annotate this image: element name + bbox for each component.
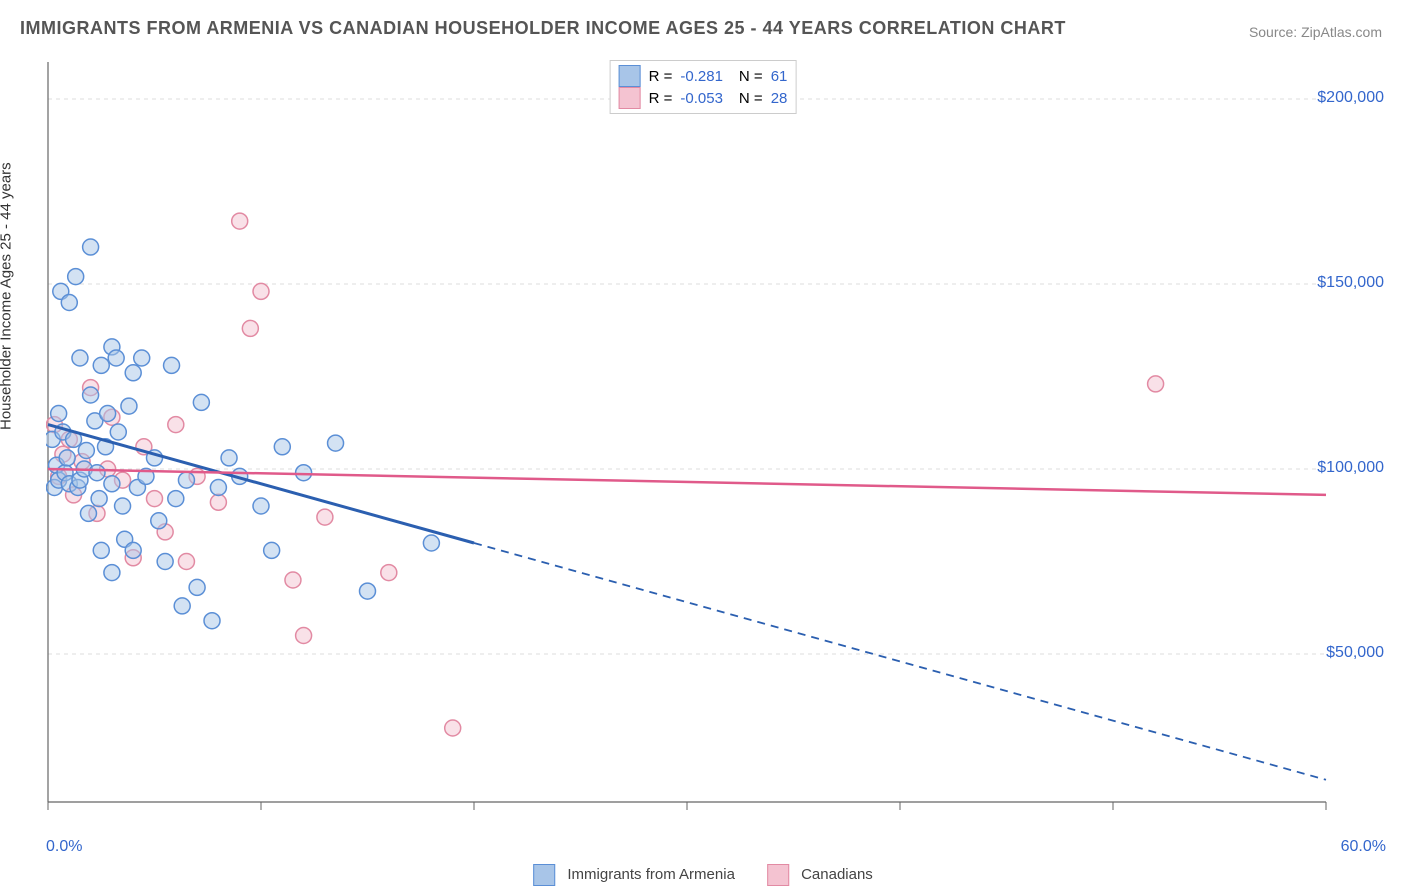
y-tick-label: $150,000: [1317, 274, 1384, 292]
swatch-canadians-icon: [767, 864, 789, 886]
legend-row-canadians: R = -0.053 N = 28: [619, 87, 788, 109]
correlation-legend: R = -0.281 N = 61 R = -0.053 N = 28: [610, 60, 797, 114]
scatter-plot: [46, 62, 1386, 832]
legend-row-armenia: R = -0.281 N = 61: [619, 65, 788, 87]
stat-r-armenia: -0.281: [680, 66, 723, 87]
stat-n-label: N =: [739, 88, 763, 109]
swatch-canadians-icon: [619, 87, 641, 109]
swatch-armenia-icon: [619, 65, 641, 87]
series-legend: Immigrants from Armenia Canadians: [533, 864, 873, 886]
stat-n-armenia: 61: [771, 66, 788, 87]
stat-n-canadians: 28: [771, 88, 788, 109]
legend-label-canadians: Canadians: [801, 866, 873, 883]
stat-r-canadians: -0.053: [680, 88, 723, 109]
x-tick-min: 0.0%: [46, 838, 82, 856]
source-attribution: Source: ZipAtlas.com: [1249, 24, 1382, 40]
y-tick-label: $100,000: [1317, 459, 1384, 477]
swatch-armenia-icon: [533, 864, 555, 886]
y-tick-label: $200,000: [1317, 89, 1384, 107]
legend-item-armenia: Immigrants from Armenia: [533, 864, 735, 886]
y-axis-label: Householder Income Ages 25 - 44 years: [0, 162, 15, 430]
y-tick-label: $50,000: [1326, 644, 1384, 662]
chart-title: IMMIGRANTS FROM ARMENIA VS CANADIAN HOUS…: [20, 18, 1066, 39]
stat-r-label: R =: [649, 88, 673, 109]
legend-item-canadians: Canadians: [767, 864, 873, 886]
x-tick-max: 60.0%: [1341, 838, 1386, 856]
stat-r-label: R =: [649, 66, 673, 87]
legend-label-armenia: Immigrants from Armenia: [567, 866, 735, 883]
stat-n-label: N =: [739, 66, 763, 87]
